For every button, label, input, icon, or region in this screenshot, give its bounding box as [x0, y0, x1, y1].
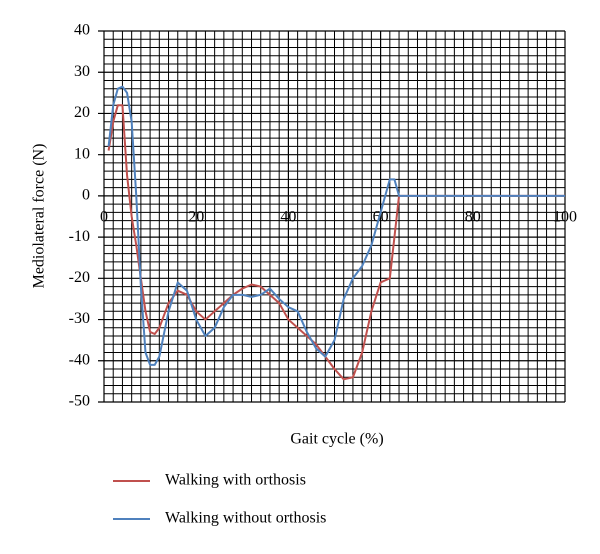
y-tick-label: 0 — [82, 187, 90, 204]
y-tick-label: 40 — [74, 22, 90, 39]
y-axis-label: Mediolateral force (N) — [31, 144, 48, 289]
y-tick-label: -40 — [69, 351, 90, 368]
y-tick-label: -20 — [69, 269, 90, 286]
y-tick-label: -10 — [69, 228, 90, 245]
legend-label: Walking without orthosis — [165, 510, 326, 527]
y-tick-label: -50 — [69, 393, 90, 410]
y-tick-label: -30 — [69, 310, 90, 327]
x-axis-label: Gait cycle (%) — [290, 431, 383, 448]
y-tick-label: 20 — [74, 104, 90, 121]
legend-label: Walking with orthosis — [165, 472, 306, 489]
data-line — [107, 85, 565, 366]
y-tick-label: 30 — [74, 63, 90, 80]
y-tick-label: 10 — [74, 145, 90, 162]
